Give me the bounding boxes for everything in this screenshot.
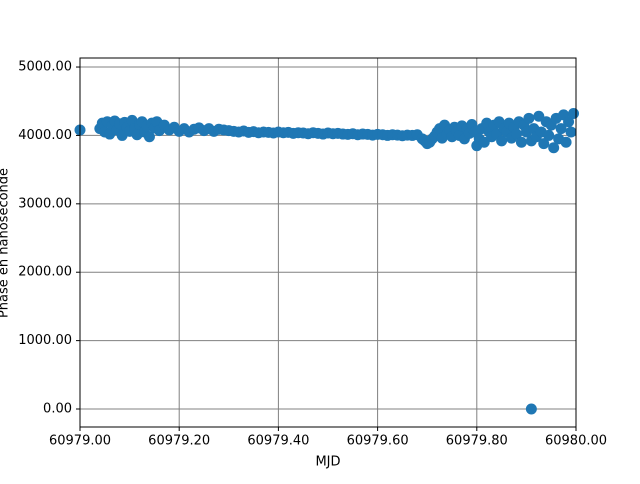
x-axis-label: MJD — [315, 455, 340, 470]
axes-frame — [79, 57, 577, 428]
scatter-point — [538, 138, 550, 150]
scatter-point — [496, 135, 508, 147]
y-tick-label: 4000.00 — [18, 128, 72, 143]
y-tick-label: 3000.00 — [18, 196, 72, 211]
y-tick-label: 0.00 — [43, 402, 72, 417]
scatter-point — [563, 116, 575, 128]
x-tick-label: 60979.80 — [446, 434, 508, 449]
x-tick-label: 60979.00 — [49, 434, 111, 449]
scatter-point — [543, 129, 555, 141]
scatter-point — [515, 136, 527, 148]
scatter-point — [510, 128, 522, 140]
scatter-point — [548, 142, 560, 154]
x-tick-label: 60979.20 — [148, 434, 210, 449]
marks-layer — [74, 108, 580, 415]
scatter-point — [565, 126, 577, 138]
y-tick-label: 1000.00 — [18, 333, 72, 348]
x-tick-label: 60979.60 — [347, 434, 409, 449]
scatter-point — [555, 123, 567, 135]
scatter-point — [523, 112, 535, 124]
x-tick-label: 60979.40 — [247, 434, 309, 449]
scatter-point — [568, 108, 580, 120]
scatter-point — [560, 136, 572, 148]
y-tick-label: 2000.00 — [18, 265, 72, 280]
y-axis-label: Phase en nanoseconde — [0, 168, 12, 318]
x-tick-label: 60980.00 — [545, 434, 607, 449]
y-tick-label: 5000.00 — [18, 60, 72, 75]
scatter-point — [525, 403, 537, 415]
grid-layer — [79, 58, 577, 427]
scatter-point — [143, 131, 155, 143]
